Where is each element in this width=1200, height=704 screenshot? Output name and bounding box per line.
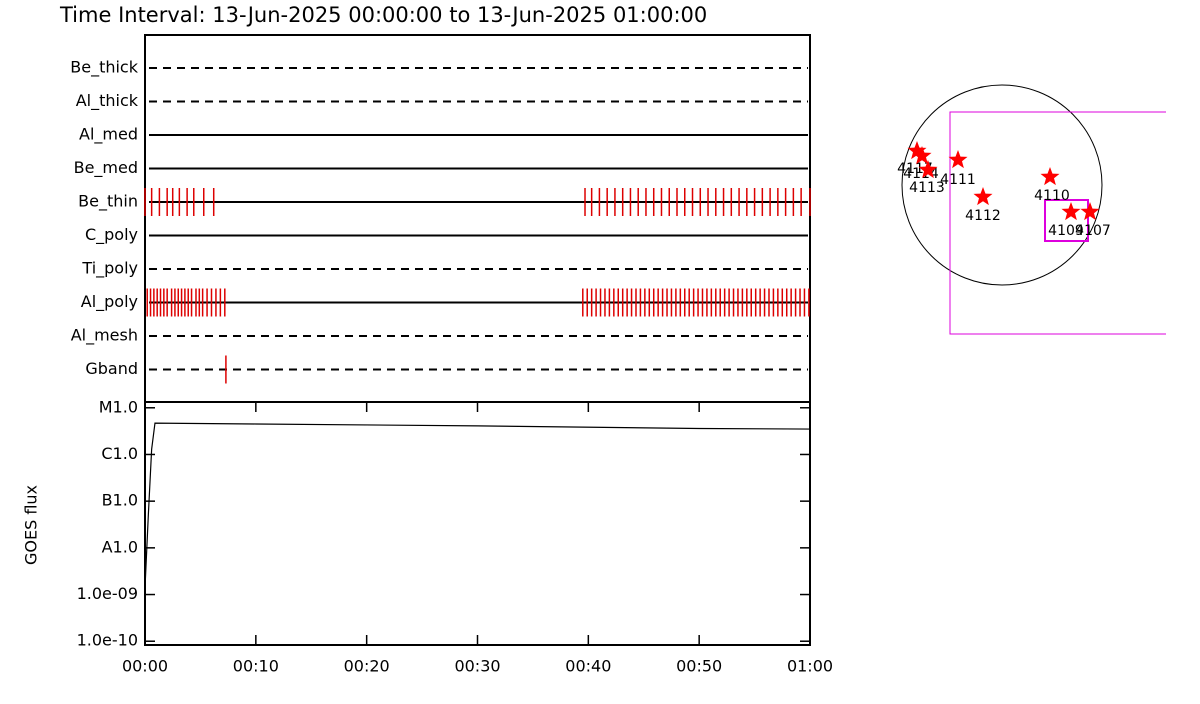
y-tick-label: A1.0 [102,537,138,556]
region-star [1080,202,1100,221]
region-star [1061,202,1081,221]
x-tick-label: 01:00 [787,657,833,676]
region-label: 4110 [1034,188,1070,204]
region-star [918,160,938,179]
y-tick-label: 1.0e-09 [77,584,138,603]
solar-disk [901,84,1103,286]
timeline-frame [144,34,811,403]
row-label: C_poly [85,225,138,245]
x-tick-label: 00:00 [122,657,168,676]
row-label: Ti_poly [81,259,138,279]
region-label: 4111 [940,172,976,188]
region-star [912,146,932,165]
x-tick-label: 00:30 [454,657,500,676]
field-of-view [949,111,1166,335]
x-tick-label: 00:50 [676,657,722,676]
region-star [948,150,968,169]
y-tick-label: B1.0 [102,491,138,510]
x-tick-label: 00:40 [565,657,611,676]
target-box [1044,199,1089,242]
region-star [907,141,927,160]
row-label: Al_med [79,125,138,145]
y-tick-label: 1.0e-10 [77,631,138,650]
row-label: Gband [85,359,138,378]
row-label: Be_thick [70,58,138,78]
region-star [973,187,993,206]
chart-title: Time Interval: 13-Jun-2025 00:00:00 to 1… [59,3,707,27]
row-label: Al_thick [76,91,139,111]
region-label: 4112 [965,208,1001,224]
goes-frame [144,401,811,646]
x-tick-label: 00:10 [233,657,279,676]
row-label: Al_poly [81,292,138,312]
region-label: 4107 [1075,223,1111,239]
region-star [1040,167,1060,186]
goes-curve [144,422,811,588]
row-label: Al_mesh [71,326,138,346]
row-label: Be_thin [78,192,138,212]
y-axis-label: GOES flux [22,485,41,565]
y-tick-label: M1.0 [99,397,138,416]
region-label: 4113 [909,180,945,196]
row-label: Be_med [74,158,138,178]
y-tick-label: C1.0 [101,444,138,463]
x-tick-label: 00:20 [344,657,390,676]
region-label: 4109 [1048,223,1084,239]
